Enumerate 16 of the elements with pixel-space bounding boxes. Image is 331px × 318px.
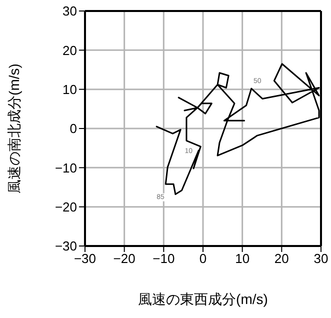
y-tick-label: 20 [62,42,77,58]
x-tick-label: −10 [152,251,175,266]
x-tick-label: 20 [274,251,289,266]
y-tick-label: 0 [70,121,77,136]
x-tick-label: 10 [235,251,250,266]
y-tick-label: −30 [54,238,77,254]
y-tick-label: 10 [62,82,77,97]
x-axis-title: 風速の東西成分(m/s) [138,291,268,307]
x-tick-label: −30 [74,251,96,266]
y-tick-label: −10 [54,160,77,176]
x-tick-label: 0 [199,251,207,266]
y-tick-label: −20 [54,199,77,214]
y-axis-title: 風速の南北成分(m/s) [6,64,22,194]
x-tick-label: −20 [113,251,136,266]
y-tick-label: 30 [62,4,77,19]
x-tick-label: 30 [314,251,328,266]
